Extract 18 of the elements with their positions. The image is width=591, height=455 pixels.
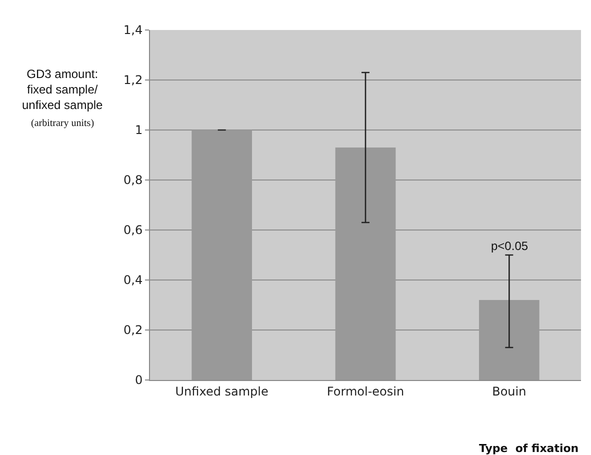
y-tick-label: 0,6 <box>124 223 143 238</box>
y-tick-label: 0,4 <box>124 273 143 288</box>
y-tick-label: 0 <box>134 373 143 388</box>
bar <box>479 300 540 380</box>
text: (arbitrary units) <box>31 118 94 129</box>
x-tick-label: Unfixed sample <box>175 384 268 398</box>
x-axis-title: Type of fixation <box>479 442 579 455</box>
x-tick-label: Formol-eosin <box>326 384 404 398</box>
x-tick-label: Bouin <box>492 384 526 398</box>
y-axis-title: GD3 amount: fixed sample/ unfixed sample <box>22 67 104 112</box>
bar <box>335 148 396 380</box>
y-tick-label: 0,2 <box>124 323 143 338</box>
y-tick-label: 1,2 <box>124 73 143 88</box>
y-tick-label: 1 <box>134 123 143 138</box>
annotation: p<0.05 <box>491 239 528 253</box>
y-tick-label: 1,4 <box>124 23 143 38</box>
y-tick-label: 0,8 <box>124 173 143 188</box>
bar <box>192 130 252 380</box>
